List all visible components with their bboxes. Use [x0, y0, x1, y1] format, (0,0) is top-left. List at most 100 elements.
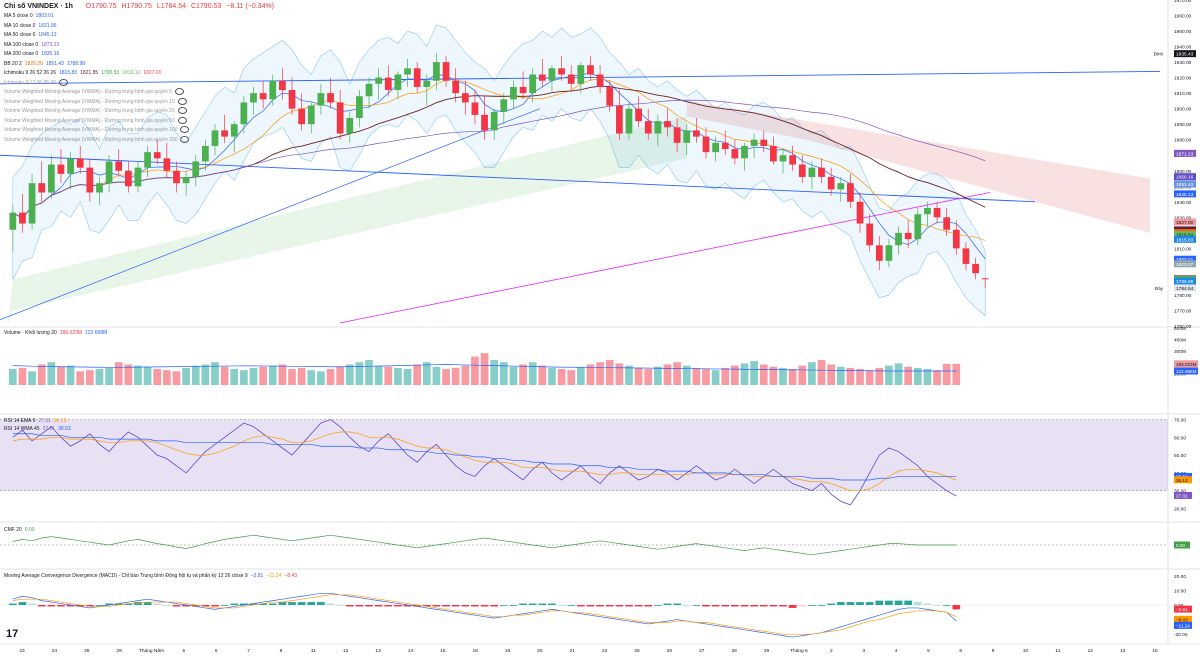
candle-body: [981, 278, 989, 280]
macd-histogram-bar: [432, 605, 441, 607]
candle-body: [635, 108, 642, 122]
x-tick-label: 19: [505, 648, 511, 654]
volume-label-box: [1174, 360, 1198, 368]
candle-body: [433, 62, 440, 81]
macd-histogram-bar: [85, 605, 94, 607]
eye-icon[interactable]: [177, 97, 187, 105]
candle-body: [692, 130, 700, 137]
rsi-title[interactable]: RSI 14 EMA 9 27.31 36.13: [4, 418, 67, 424]
eye-icon[interactable]: [180, 126, 190, 134]
candle-body: [105, 161, 113, 184]
vwma50-legend[interactable]: Volume Weighted Moving Average (VWMA) - …: [4, 116, 189, 127]
candle-body: [327, 93, 334, 103]
ma200-legend[interactable]: MA 200 close 0 1835.16: [4, 51, 60, 57]
vwma100-legend[interactable]: Volume Weighted Moving Average (VWMA) - …: [4, 126, 190, 136]
candle-body: [866, 223, 874, 246]
eye-icon[interactable]: [174, 88, 184, 96]
vwma200-legend[interactable]: Volume Weighted Moving Average (VWMA) - …: [4, 135, 190, 146]
volume-bar: [759, 364, 768, 385]
price-tick-label: 1970.00: [1174, 0, 1192, 4]
candle-body: [9, 212, 17, 230]
volume-bar: [345, 364, 354, 385]
volume-bar: [57, 366, 65, 385]
candle-body: [163, 158, 171, 171]
rsi-value-label: 36.13: [1176, 478, 1188, 483]
volume-title[interactable]: Volume · Khối lượng 20 186.023M 122.668M: [4, 330, 108, 336]
ma100-legend[interactable]: MA 100 close 0 1873.23: [4, 41, 60, 48]
x-tick-label: 12: [1088, 648, 1094, 654]
price-label-box: [1174, 180, 1196, 188]
volume-bar: [731, 365, 739, 385]
volume-bar: [451, 367, 460, 385]
candle-body: [615, 105, 623, 134]
rsi-title-2[interactable]: RSI 14 WMA 45 27.31 38.03: [4, 426, 71, 432]
price-label-box: [1174, 284, 1196, 292]
volume-bar: [702, 369, 710, 385]
vwma10-legend[interactable]: Volume Weighted Moving Average (VWMA) - …: [4, 97, 189, 108]
macd-histogram-bar: [923, 603, 932, 605]
vwma20-legend[interactable]: Volume Weighted Moving Average (VWMA) - …: [4, 107, 189, 117]
macd-histogram-bar: [403, 605, 412, 607]
rsi-band: [0, 419, 1168, 491]
volume-bar: [779, 367, 787, 385]
eye-icon[interactable]: [58, 78, 68, 86]
price-label-box: [1174, 218, 1196, 226]
volume-bar: [105, 367, 113, 385]
candle-body: [538, 74, 546, 81]
tradingview-logo-icon[interactable]: 17: [6, 628, 19, 640]
macd-histogram-bar: [345, 605, 354, 607]
volume-bar: [856, 369, 864, 385]
rsi-tick-label: 50.00: [1174, 453, 1186, 459]
x-tick-label: 7: [247, 648, 250, 654]
volume-tick-label: 400M: [1174, 337, 1186, 343]
price-label-box: [1174, 149, 1196, 157]
candle-body: [201, 145, 209, 162]
volume-bar: [615, 363, 624, 385]
candle-body: [779, 155, 787, 162]
vwma5-legend[interactable]: Volume Weighted Moving Average (VWMA) - …: [4, 88, 189, 98]
x-tick-label: 13: [1120, 648, 1126, 654]
candle-body: [760, 139, 768, 146]
candle-body: [933, 208, 941, 218]
ma50-legend[interactable]: MA 50 close 0 1845.13: [4, 32, 57, 38]
candle-body: [317, 93, 325, 106]
ma10-legend[interactable]: MA 10 close 0 1821.96: [4, 22, 57, 29]
x-tick-label: 28: [731, 648, 737, 654]
macd-histogram-bar: [191, 605, 200, 607]
trendline-lower: [0, 154, 1036, 203]
macd-histogram-bar: [817, 605, 826, 606]
eye-icon[interactable]: [177, 107, 187, 115]
candle-body: [346, 117, 354, 134]
volume-bar: [605, 359, 614, 385]
macd-histogram-bar: [220, 605, 229, 606]
ma5-legend[interactable]: MA 5 close 0 1803.01: [4, 13, 54, 19]
volume-bar: [875, 367, 884, 385]
volume-bar: [413, 364, 422, 385]
x-tick-label: 23: [19, 648, 25, 654]
macd-histogram-bar: [57, 605, 65, 607]
macd-label-box: [1174, 615, 1192, 623]
candle-body: [230, 124, 238, 137]
candle-body: [86, 167, 94, 193]
cmf-title[interactable]: CMF 20 0.00: [4, 527, 35, 533]
bb-legend[interactable]: BB 20 2 1820.20 1851.43 1788.98: [4, 60, 86, 67]
candle-body: [683, 130, 691, 143]
price-tick-label: 1760.00: [1174, 324, 1192, 330]
macd-histogram-bar: [625, 605, 633, 607]
volume-bar: [326, 369, 335, 385]
eye-icon[interactable]: [180, 135, 190, 143]
macd-histogram-bar: [422, 605, 431, 607]
macd-histogram-bar: [394, 605, 402, 607]
eye-icon[interactable]: [177, 116, 187, 124]
candle-body: [394, 74, 402, 91]
macd-histogram-bar: [37, 605, 46, 607]
macd-title[interactable]: Moving Average Convergence Divergence (M…: [4, 573, 298, 579]
ichimoku-legend[interactable]: Ichimoku 9 26 52 26 26 1815.83 1821.85 1790…: [4, 70, 162, 76]
volume-bar: [278, 364, 287, 385]
candle-body: [558, 68, 565, 75]
volume-value-label: 186.023M: [1176, 362, 1197, 367]
ichimoku2-legend[interactable]: Ichimoku 9 17 26 26 26: [4, 78, 189, 89]
volume-bar: [846, 367, 855, 385]
candle-body: [644, 121, 652, 134]
